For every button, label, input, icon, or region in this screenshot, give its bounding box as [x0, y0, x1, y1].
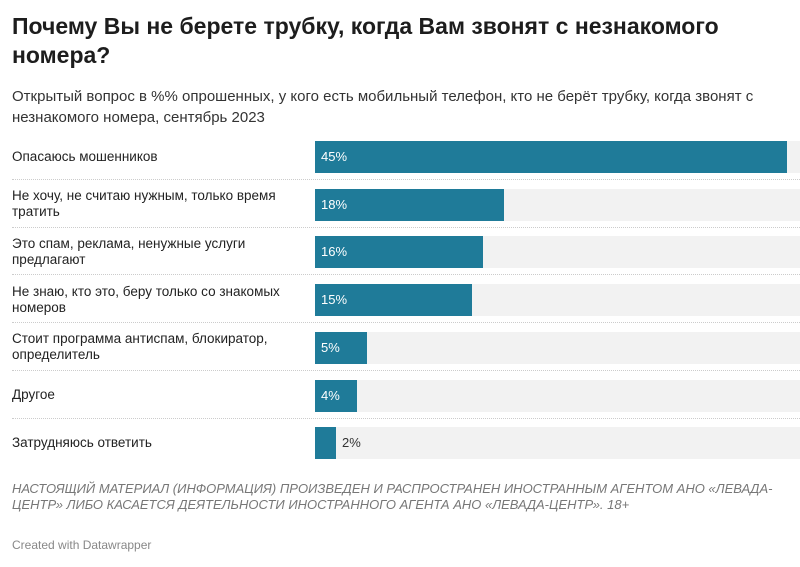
bar-row: Это спам, реклама, ненужные услуги предл… — [0, 228, 800, 276]
category-label: Затрудняюсь ответить — [12, 434, 152, 450]
category-label: Не хочу, не считаю нужным, только время … — [12, 188, 276, 220]
row-separator — [12, 274, 800, 276]
value-label: 16% — [321, 244, 348, 260]
bar — [315, 188, 504, 221]
bar-row: Другое 4% — [0, 372, 800, 419]
datawrapper-credit[interactable]: Created with Datawrapper — [12, 538, 152, 552]
category-label: Стоит программа антиспам, блокиратор, оп… — [12, 331, 268, 363]
bar — [315, 236, 483, 269]
row-separator — [12, 417, 800, 419]
bar — [315, 284, 473, 317]
bar-row: Опасаюсь мошенников 45% — [0, 133, 800, 180]
bar-track — [315, 331, 800, 364]
bar-track — [315, 427, 800, 460]
bar — [315, 427, 336, 460]
chart-notes: НАСТОЯЩИЙ МАТЕРИАЛ (ИНФОРМАЦИЯ) ПРОИЗВЕД… — [12, 481, 773, 512]
bar-row: Затрудняюсь ответить 2% — [0, 419, 800, 466]
bar-row: Не знаю, кто это, беру только со знакомы… — [0, 276, 800, 324]
value-label: 4% — [321, 387, 340, 403]
value-label: 45% — [321, 149, 348, 164]
bar — [315, 141, 788, 173]
value-label: 15% — [321, 292, 348, 308]
bar-row: Стоит программа антиспам, блокиратор, оп… — [0, 324, 800, 371]
chart-subtitle: Открытый вопрос в %% опрошенных, у кого … — [12, 88, 754, 126]
bar-track — [315, 379, 800, 412]
bar — [315, 379, 357, 412]
category-label: Опасаюсь мошенников — [12, 148, 158, 164]
value-label: 2% — [341, 435, 361, 451]
row-separator — [12, 322, 800, 324]
category-label: Другое — [12, 387, 55, 402]
row-separator — [12, 226, 800, 228]
value-label: 18% — [321, 196, 348, 212]
row-separator — [12, 369, 800, 371]
bar — [315, 331, 368, 364]
row-separator — [12, 179, 800, 180]
category-label: Это спам, реклама, ненужные услуги предл… — [12, 235, 246, 267]
value-label: 5% — [321, 339, 340, 355]
category-label: Не знаю, кто это, беру только со знакомы… — [12, 283, 280, 315]
bar-row: Не хочу, не считаю нужным, только время … — [0, 181, 800, 228]
chart-title: Почему Вы не берете трубку, когда Вам зв… — [12, 13, 719, 68]
